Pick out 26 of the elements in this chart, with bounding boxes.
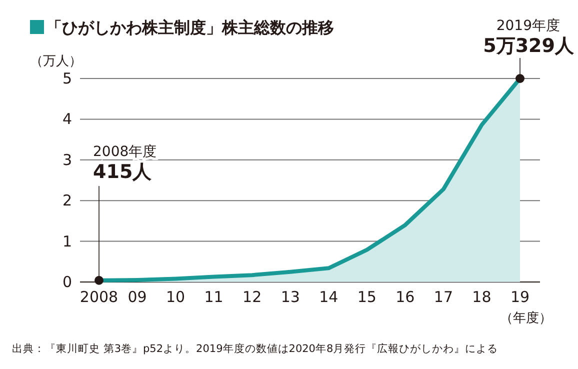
annotation: 2008年度 — [93, 144, 157, 160]
y-tick-label: 3 — [62, 150, 72, 169]
chart-title: 「ひがしかわ株主制度」株主総数の推移 — [46, 18, 334, 37]
x-tick-label: 15 — [357, 288, 376, 306]
x-tick-label: 09 — [128, 288, 147, 306]
x-tick-label: 17 — [434, 288, 453, 306]
y-tick-label: 5 — [62, 70, 72, 88]
y-tick-label: 2 — [62, 192, 72, 210]
x-axis-title: （年度） — [500, 310, 552, 326]
x-tick-label: 10 — [166, 288, 186, 306]
x-tick-label: 11 — [204, 288, 224, 306]
y-tick-label: 0 — [62, 273, 72, 291]
x-tick-label: 14 — [319, 288, 338, 306]
x-tick-label: 2008 — [80, 288, 118, 306]
x-tick-label: 19 — [510, 288, 530, 306]
y-tick-label: 4 — [62, 110, 72, 128]
annotation: 5万329人 — [483, 35, 575, 57]
x-tick-label: 12 — [242, 288, 262, 306]
y-axis-title: （万人） — [30, 54, 82, 69]
y-tick-label: 1 — [62, 232, 72, 250]
annotation: 415人 — [93, 161, 153, 183]
text: 2019年度 — [496, 18, 560, 34]
x-tick-label: 13 — [280, 288, 300, 306]
x-tick-label: 16 — [396, 288, 415, 306]
x-tick-label: 18 — [472, 288, 492, 306]
source-note: 出典：『東川町史 第3巻』p52より。2019年度の数値は2020年8月発行『広報ひがしかわ』による — [12, 342, 498, 355]
